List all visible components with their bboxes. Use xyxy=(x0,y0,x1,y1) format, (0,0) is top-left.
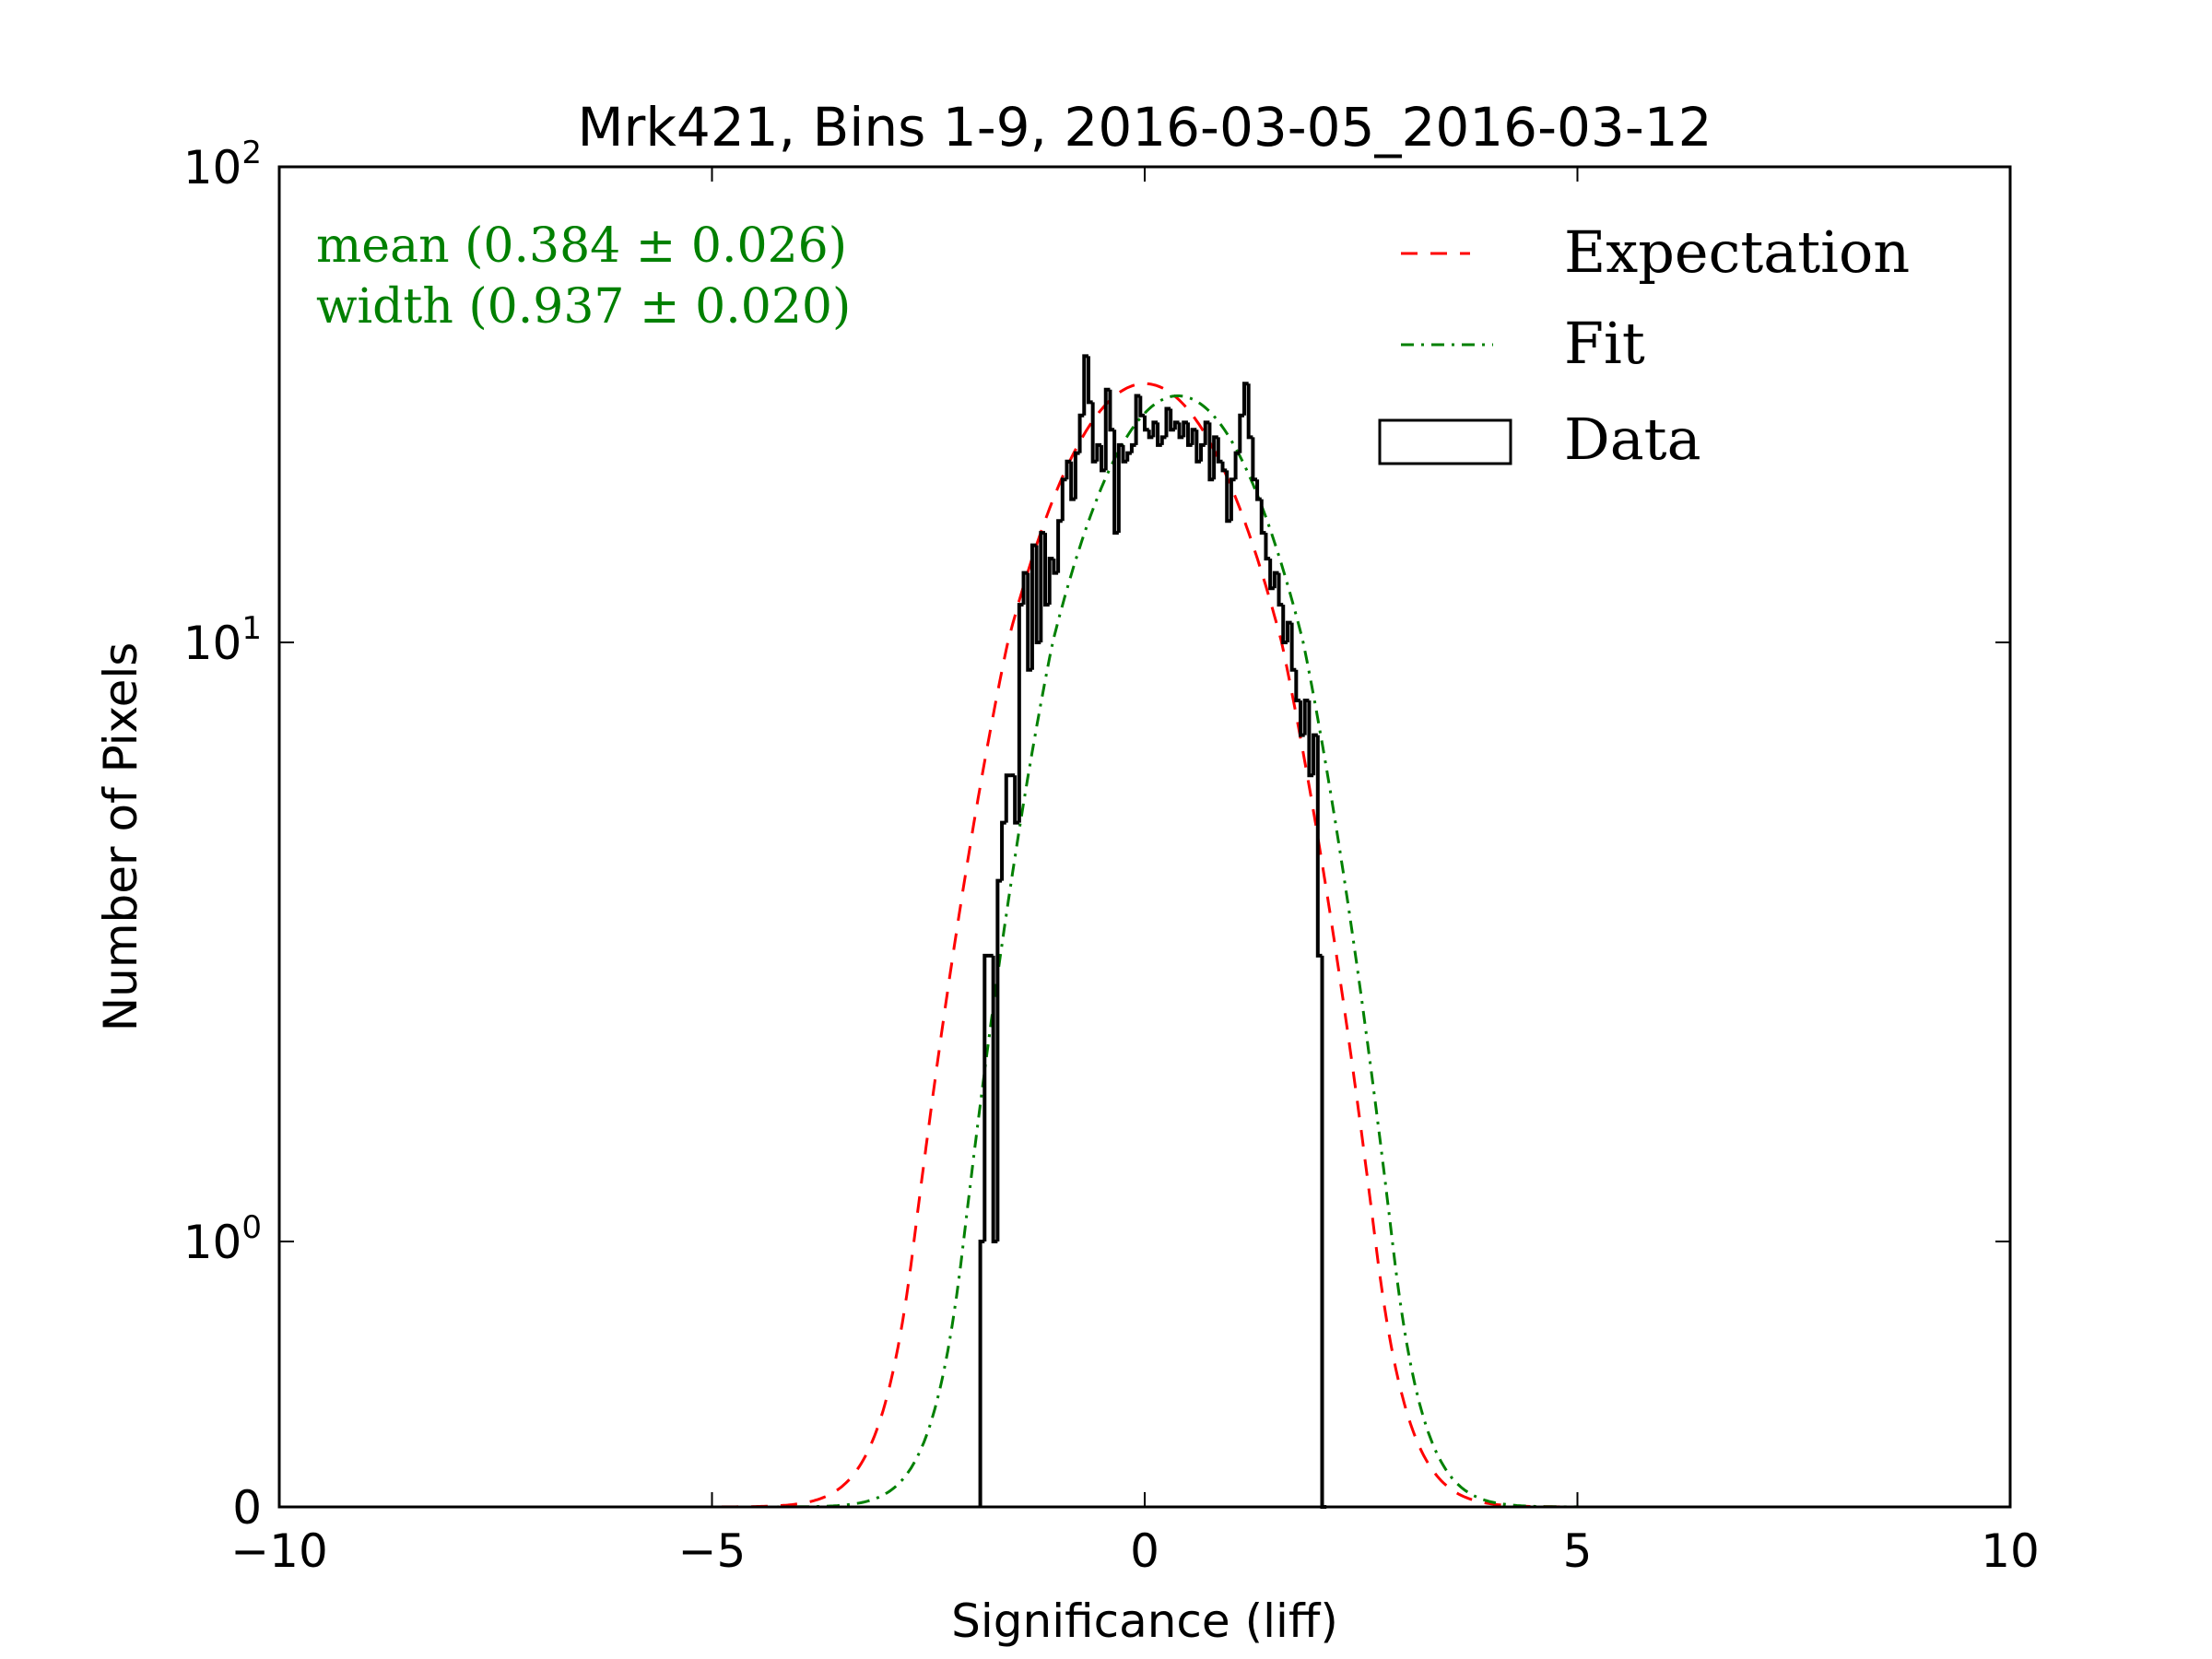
histogram-bin xyxy=(1156,422,1162,447)
histogram-bin xyxy=(1143,415,1149,432)
histogram-bin xyxy=(995,878,1003,1241)
y-tick-base: 10 xyxy=(183,1216,242,1269)
histogram-bin xyxy=(1039,531,1046,642)
legend: Expectation Fit Data xyxy=(1378,218,1910,473)
histogram-bin xyxy=(1199,442,1206,462)
x-tick-label: 10 xyxy=(1981,1524,2040,1578)
x-tick-label: −10 xyxy=(230,1524,328,1578)
y-axis-label: Number of Pixels xyxy=(94,642,147,1032)
histogram-bin xyxy=(1138,395,1145,418)
histogram-bin xyxy=(1307,700,1314,778)
histogram-bin xyxy=(1129,442,1136,453)
y-tick-label: 100 xyxy=(183,1209,262,1269)
histogram-bin xyxy=(1159,435,1167,445)
fit-curve xyxy=(279,394,2010,1509)
histogram-bin xyxy=(1207,422,1215,482)
histogram-bin xyxy=(1315,735,1323,958)
x-tick-label: 5 xyxy=(1563,1524,1593,1578)
histogram-bin xyxy=(1220,461,1228,473)
plot-area xyxy=(279,354,2010,1509)
histogram-bin xyxy=(1285,620,1292,642)
y-tick-label: 0 xyxy=(232,1481,262,1535)
histogram-bin xyxy=(1060,477,1067,522)
y-tick-label: 102 xyxy=(183,135,262,194)
histogram-bin xyxy=(1108,389,1115,432)
histogram-bin xyxy=(1289,622,1297,672)
histogram-bin xyxy=(1073,451,1080,500)
legend-fit-label: Fit xyxy=(1564,310,1645,377)
legend-data-label: Data xyxy=(1564,406,1701,473)
histogram-bin xyxy=(1277,572,1284,607)
histogram-bin xyxy=(1320,955,1327,1509)
histogram-bin xyxy=(1185,422,1193,447)
axes-frame xyxy=(277,165,2012,1509)
y-tick-base: 10 xyxy=(183,617,242,670)
histogram-bin xyxy=(1216,437,1223,464)
histogram-bin xyxy=(1164,406,1171,438)
histogram-bin xyxy=(1004,773,1011,823)
histogram-bin xyxy=(1294,669,1301,702)
histogram-bin xyxy=(1312,733,1318,776)
y-tick-base: 10 xyxy=(183,141,242,194)
histogram-bin xyxy=(1212,435,1218,480)
chart-title: Mrk421, Bins 1-9, 2016-03-05_2016-03-12 xyxy=(577,96,1712,159)
y-tick-exponent: 0 xyxy=(241,1209,262,1246)
histogram-bin xyxy=(1259,499,1266,535)
x-tick-label: 0 xyxy=(1130,1524,1159,1578)
x-tick-label: −5 xyxy=(678,1524,747,1578)
histogram-bin xyxy=(1086,356,1093,405)
histogram-bin xyxy=(1190,428,1197,445)
histogram-bin xyxy=(1125,451,1132,462)
mean-annotation: mean (0.384 ± 0.026) xyxy=(316,218,847,274)
y-tick-exponent: 1 xyxy=(241,610,262,647)
legend-expectation-label: Expectation xyxy=(1564,218,1910,286)
x-axis-label: Significance (liff) xyxy=(951,1594,1338,1648)
histogram-bin xyxy=(1082,354,1088,416)
histogram-bin xyxy=(978,1240,985,1507)
histogram-bin xyxy=(1030,543,1037,670)
histogram-bin xyxy=(1052,559,1059,575)
histogram-bin xyxy=(1229,477,1236,522)
width-annotation: width (0.937 ± 0.020) xyxy=(316,279,851,335)
histogram-bin xyxy=(1246,383,1253,440)
histogram-bin xyxy=(1251,437,1258,482)
legend-data-swatch xyxy=(1378,418,1512,465)
expectation-curve xyxy=(279,382,2010,1509)
y-tick-label: 101 xyxy=(183,610,262,670)
histogram-bin xyxy=(1056,519,1063,573)
histogram-bin xyxy=(1264,533,1271,561)
histogram-bin xyxy=(982,953,989,1241)
histogram-bin xyxy=(1069,461,1076,501)
y-tick-base: 0 xyxy=(232,1481,262,1535)
histogram-bin xyxy=(1000,820,1006,881)
y-tick-exponent: 2 xyxy=(241,135,262,171)
histogram-bin xyxy=(1017,603,1024,823)
histogram-bin xyxy=(1238,413,1244,453)
histogram-bin xyxy=(1233,451,1241,480)
